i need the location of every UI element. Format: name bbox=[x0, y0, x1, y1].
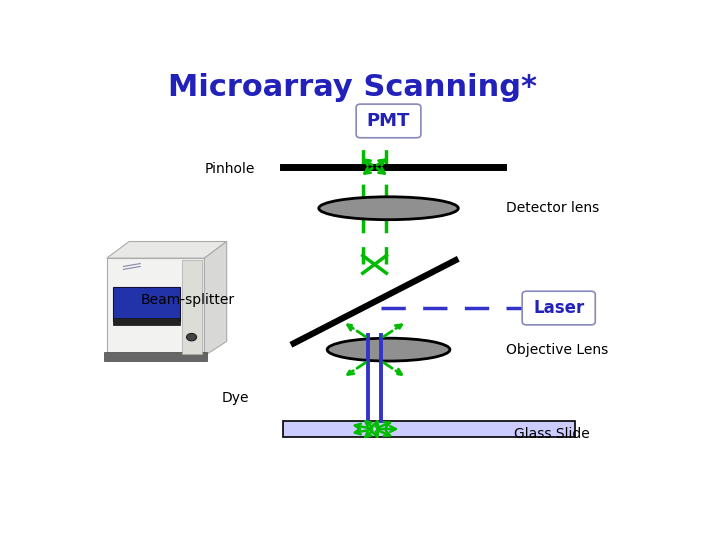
Text: Detector lens: Detector lens bbox=[505, 201, 599, 215]
Text: Objective Lens: Objective Lens bbox=[505, 342, 608, 356]
FancyBboxPatch shape bbox=[107, 258, 204, 356]
FancyBboxPatch shape bbox=[104, 352, 207, 361]
Polygon shape bbox=[204, 241, 227, 356]
Text: Beam-splitter: Beam-splitter bbox=[141, 293, 235, 307]
Circle shape bbox=[186, 333, 197, 341]
Text: Pinhole: Pinhole bbox=[204, 162, 255, 176]
FancyBboxPatch shape bbox=[114, 319, 181, 325]
Polygon shape bbox=[107, 241, 227, 258]
FancyBboxPatch shape bbox=[356, 104, 421, 138]
Text: Dye: Dye bbox=[222, 392, 249, 406]
Text: Glass Slide: Glass Slide bbox=[513, 427, 590, 441]
FancyBboxPatch shape bbox=[522, 291, 595, 325]
Ellipse shape bbox=[327, 338, 450, 361]
FancyBboxPatch shape bbox=[114, 287, 181, 321]
FancyBboxPatch shape bbox=[182, 260, 202, 354]
Bar bbox=[282, 421, 575, 437]
Ellipse shape bbox=[319, 197, 459, 220]
Text: Microarray Scanning*: Microarray Scanning* bbox=[168, 73, 537, 102]
Text: Laser: Laser bbox=[533, 299, 585, 317]
Text: PMT: PMT bbox=[367, 112, 410, 130]
